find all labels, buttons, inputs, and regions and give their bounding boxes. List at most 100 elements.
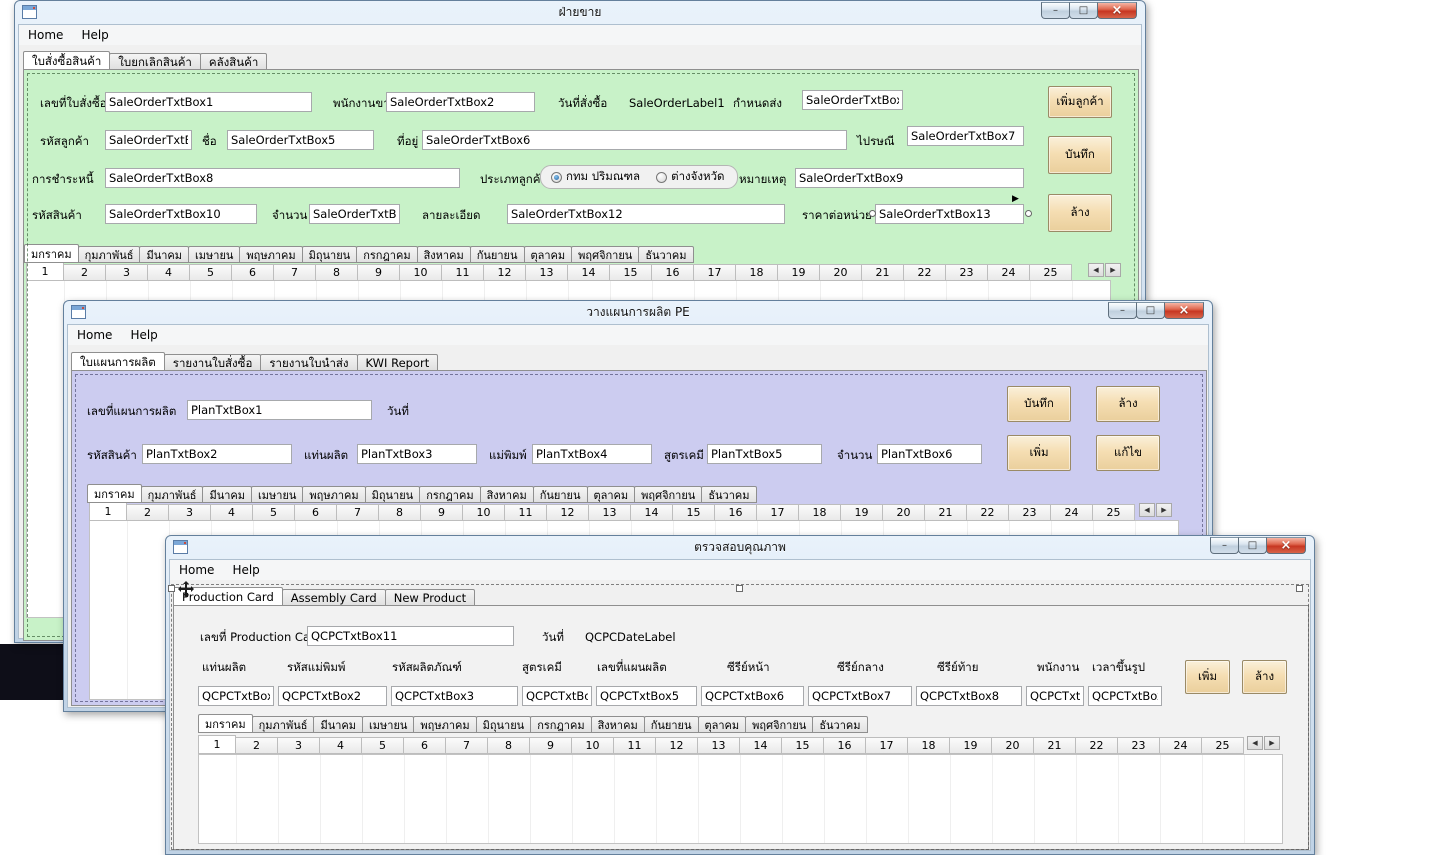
- titlebar-plan[interactable]: วางแผนการผลิต PE – □ ×: [64, 301, 1212, 324]
- card-no-input[interactable]: [307, 626, 514, 646]
- grid-column-header[interactable]: 18: [735, 264, 778, 281]
- month-tab[interactable]: มกราคม: [198, 714, 253, 733]
- payment-input[interactable]: [105, 168, 460, 188]
- close-button[interactable]: ×: [1266, 537, 1306, 554]
- grid-column-header[interactable]: 2: [235, 737, 278, 754]
- tab[interactable]: Assembly Card: [281, 589, 386, 606]
- grid-column-header[interactable]: 12: [546, 504, 589, 521]
- edit-button[interactable]: แก้ไข: [1096, 435, 1160, 471]
- grid-column-header[interactable]: 4: [210, 504, 253, 521]
- save-button[interactable]: บันทึก: [1048, 136, 1112, 174]
- grid-column-header[interactable]: 11: [613, 737, 656, 754]
- salesperson-input[interactable]: [386, 92, 535, 112]
- close-button[interactable]: ×: [1097, 2, 1137, 19]
- qc-textbox[interactable]: [278, 686, 387, 706]
- tab[interactable]: คลังสินค้า: [199, 53, 268, 70]
- month-tab[interactable]: กรกฎาคม: [356, 246, 418, 263]
- add-customer-button[interactable]: เพิ่มลูกค้า: [1048, 86, 1112, 118]
- minimize-button[interactable]: –: [1108, 302, 1137, 319]
- postal-input[interactable]: [907, 126, 1024, 146]
- qty-input[interactable]: [877, 444, 982, 464]
- grid-column-header[interactable]: 19: [840, 504, 883, 521]
- month-tab[interactable]: กุมภาพันธ์: [77, 246, 141, 263]
- qc-textbox[interactable]: [916, 686, 1022, 706]
- grid-column-header[interactable]: 11: [504, 504, 547, 521]
- clear-button[interactable]: ล้าง: [1096, 386, 1160, 422]
- titlebar-sales[interactable]: ฝ่ายขาย – □ ×: [15, 1, 1145, 24]
- address-input[interactable]: [422, 130, 847, 150]
- scroll-left-button[interactable]: ◀: [1247, 736, 1263, 750]
- month-tab[interactable]: สิงหาคม: [416, 246, 471, 263]
- tab[interactable]: ใบสั่งซื้อสินค้า: [23, 51, 111, 70]
- month-tab[interactable]: ธันวาคม: [638, 246, 694, 263]
- tab[interactable]: Production Card: [173, 587, 283, 606]
- scroll-left-button[interactable]: ◀: [1139, 503, 1155, 517]
- grid-column-header[interactable]: 24: [1159, 737, 1202, 754]
- qc-textbox[interactable]: [808, 686, 912, 706]
- grid-column-header[interactable]: 25: [1029, 264, 1072, 281]
- month-tab[interactable]: สิงหาคม: [479, 486, 534, 503]
- month-tab[interactable]: เมษายน: [251, 486, 304, 503]
- month-tab[interactable]: ตุลาคม: [586, 486, 636, 503]
- grid-column-header[interactable]: 25: [1201, 737, 1244, 754]
- month-tab[interactable]: พฤษภาคม: [413, 716, 477, 733]
- grid-column-header[interactable]: 16: [651, 264, 694, 281]
- delivery-input[interactable]: [802, 90, 903, 110]
- grid-column-header[interactable]: 23: [1008, 504, 1051, 521]
- grid-column-header[interactable]: 9: [357, 264, 400, 281]
- month-tab[interactable]: พฤศจิกายน: [634, 486, 703, 503]
- month-tab[interactable]: กันยายน: [469, 246, 525, 263]
- month-tab[interactable]: มกราคม: [87, 484, 142, 503]
- grid-column-header[interactable]: 16: [714, 504, 757, 521]
- qc-textbox[interactable]: [1088, 686, 1162, 706]
- month-tab[interactable]: ธันวาคม: [812, 716, 868, 733]
- grid-column-header[interactable]: 5: [252, 504, 295, 521]
- tab[interactable]: ใบยกเลิกสินค้า: [109, 53, 201, 70]
- grid-column-header[interactable]: 18: [907, 737, 950, 754]
- menu-home[interactable]: Home: [77, 328, 113, 342]
- month-tab[interactable]: สิงหาคม: [590, 716, 645, 733]
- month-tab[interactable]: กันยายน: [532, 486, 588, 503]
- month-tab[interactable]: พฤศจิกายน: [745, 716, 814, 733]
- grid-column-header[interactable]: 8: [315, 264, 358, 281]
- grid-column-header[interactable]: 24: [1050, 504, 1093, 521]
- grid-column-header[interactable]: 7: [445, 737, 488, 754]
- close-button[interactable]: ×: [1164, 302, 1204, 319]
- month-tab[interactable]: มีนาคม: [202, 486, 252, 503]
- scroll-right-button[interactable]: ▶: [1105, 263, 1121, 277]
- data-grid-body[interactable]: [198, 754, 1283, 844]
- grid-column-header[interactable]: 8: [487, 737, 530, 754]
- grid-column-header[interactable]: 7: [273, 264, 316, 281]
- qc-textbox[interactable]: [1026, 686, 1084, 706]
- qc-textbox[interactable]: [391, 686, 518, 706]
- tab[interactable]: รายงานใบสั่งซื้อ: [163, 354, 262, 371]
- minimize-button[interactable]: –: [1041, 2, 1070, 19]
- grid-column-header[interactable]: 10: [571, 737, 614, 754]
- note-input[interactable]: [795, 168, 1024, 188]
- month-tab[interactable]: กรกฎาคม: [530, 716, 592, 733]
- grid-column-header[interactable]: 17: [865, 737, 908, 754]
- month-tab[interactable]: พฤษภาคม: [302, 486, 366, 503]
- grid-column-header[interactable]: 9: [420, 504, 463, 521]
- grid-column-header[interactable]: 19: [949, 737, 992, 754]
- grid-column-header[interactable]: 15: [609, 264, 652, 281]
- month-tab[interactable]: เมษายน: [362, 716, 415, 733]
- menu-help[interactable]: Help: [232, 563, 260, 577]
- clear-button[interactable]: ล้าง: [1048, 194, 1112, 232]
- grid-column-header[interactable]: 23: [1117, 737, 1160, 754]
- grid-column-header[interactable]: 5: [361, 737, 404, 754]
- month-tab[interactable]: มกราคม: [24, 244, 79, 263]
- grid-column-header[interactable]: 1: [198, 735, 236, 754]
- grid-column-header[interactable]: 11: [441, 264, 484, 281]
- add-button[interactable]: เพิ่ม: [1007, 435, 1071, 471]
- grid-column-header[interactable]: 21: [1033, 737, 1076, 754]
- grid-column-header[interactable]: 6: [294, 504, 337, 521]
- grid-column-header[interactable]: 25: [1092, 504, 1135, 521]
- minimize-button[interactable]: –: [1210, 537, 1239, 554]
- grid-column-header[interactable]: 2: [63, 264, 106, 281]
- titlebar-qc[interactable]: ตรวจสอบคุณภาพ – □ ×: [166, 536, 1314, 559]
- grid-column-header[interactable]: 3: [105, 264, 148, 281]
- plan-no-input[interactable]: [187, 400, 372, 420]
- grid-column-header[interactable]: 13: [525, 264, 568, 281]
- grid-column-header[interactable]: 13: [588, 504, 631, 521]
